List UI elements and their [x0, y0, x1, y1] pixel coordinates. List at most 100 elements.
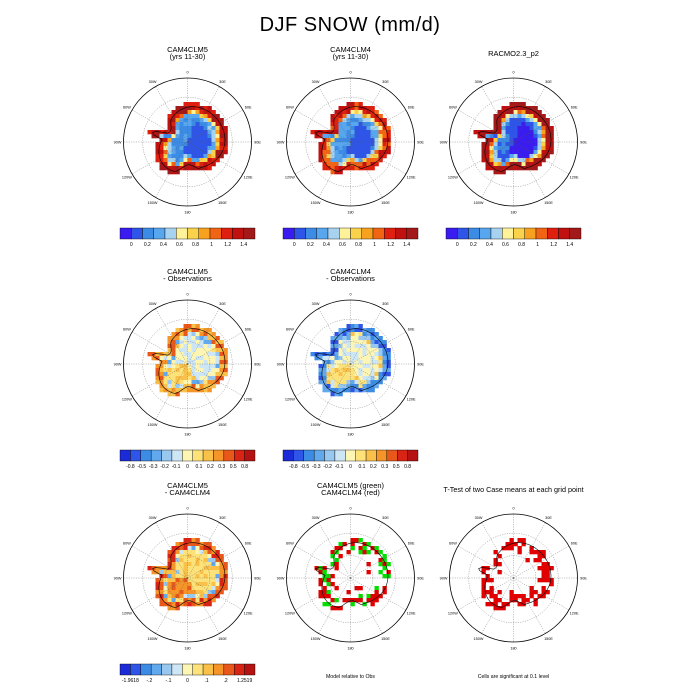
colorbar-swatch [198, 227, 211, 240]
colorbar: 0 0.2 0.4 0.6 0.8 1 1.2 1.4 [445, 227, 582, 248]
lon-label: 90E [254, 577, 261, 581]
map-cells [147, 102, 228, 175]
colorbar-tick-label: 1.4 [240, 242, 247, 248]
lon-label: 30E [545, 80, 552, 84]
colorbar-swatch [142, 227, 154, 240]
lon-label: 0 [512, 507, 514, 511]
panel-ttest: T-Test of two Case means at each grid po… [440, 485, 588, 680]
lon-label: 30E [545, 516, 552, 520]
lon-label: 150W [311, 423, 321, 427]
colorbar-tick-label: 0.8 [404, 464, 411, 470]
colorbar-tick-label: -.2 [147, 678, 153, 684]
colorbar-tick-label: -1.9618 [122, 678, 139, 684]
lon-label: 180 [184, 647, 190, 651]
lon-label: 30W [149, 80, 157, 84]
colorbar-swatch [119, 449, 131, 462]
colorbar-swatch [223, 663, 235, 676]
colorbar-swatch [397, 449, 408, 462]
colorbar-tick-label: -0.8 [126, 464, 135, 470]
lon-label: 60W [286, 106, 294, 110]
colorbar-tick-label: 0.1 [358, 464, 365, 470]
colorbar-swatch [187, 227, 199, 240]
lon-label: 0 [512, 71, 514, 75]
colorbar-swatch [282, 227, 295, 240]
lon-label: 120E [407, 398, 416, 402]
figure-title: DJF SNOW (mm/d) [259, 14, 441, 36]
colorbar-swatch [140, 449, 152, 462]
colorbar-tick-label: 0.4 [486, 242, 493, 248]
colorbar-tick-label: 0.1 [195, 464, 202, 470]
lon-label: 120W [285, 398, 295, 402]
colorbar-tick-label: 0.8 [192, 242, 199, 248]
lon-label: 0 [349, 71, 351, 75]
colorbar-swatch [221, 227, 233, 240]
lon-label: 30W [149, 302, 157, 306]
colorbar-tick-label: -0.5 [300, 464, 309, 470]
colorbar-tick-label: .2 [223, 678, 227, 684]
lon-label: 30W [149, 516, 157, 520]
colorbar-tick-label: 0.2 [144, 242, 151, 248]
lon-label: 150W [474, 201, 484, 205]
graticule [449, 78, 578, 206]
colorbar-swatch [350, 227, 362, 240]
colorbar-tick-label: 0.2 [307, 242, 314, 248]
panel-racmo-abs: RACMO2.3_p2 0 30E 60E 90E 120E 150E 180 150W 120W… [440, 49, 588, 248]
lon-label: 30W [312, 516, 320, 520]
colorbar-tick-label: 1.2 [224, 242, 231, 248]
panel-title: CAM4CLM4 [330, 267, 371, 276]
lon-label: 0 [186, 507, 188, 511]
panel-footnote: Model relative to Obs [326, 674, 375, 680]
colorbar-swatch [406, 227, 419, 240]
lon-label: 150W [474, 637, 484, 641]
lon-label: 60E [245, 542, 252, 546]
colorbar-swatch [150, 663, 162, 676]
colorbar-swatch [209, 227, 222, 240]
map-cells [473, 102, 554, 175]
colorbar-swatch [502, 227, 514, 240]
colorbar-tick-label: 0.5 [230, 464, 237, 470]
lon-label: 90E [580, 577, 587, 581]
lon-label: 90E [417, 363, 424, 367]
colorbar-tick-label: 0.4 [160, 242, 167, 248]
lon-label: 90E [417, 577, 424, 581]
colorbar-swatch [202, 663, 214, 676]
lon-label: 0 [186, 71, 188, 75]
lon-label: 60E [408, 542, 415, 546]
colorbar-swatch [164, 227, 177, 240]
colorbar-swatch [316, 227, 329, 240]
map-boundary [123, 299, 252, 429]
colorbar-tick-label: 0 [293, 242, 296, 248]
lon-label: 60E [571, 106, 578, 110]
lon-label: 90E [417, 141, 424, 145]
lon-label: 90W [114, 363, 122, 367]
colorbar-swatch [386, 449, 398, 462]
colorbar-swatch [213, 663, 225, 676]
colorbar-tick-label: 0.2 [370, 464, 377, 470]
lon-label: 180 [184, 211, 190, 215]
map-cells [310, 102, 391, 175]
colorbar-swatch [140, 663, 152, 676]
lon-label: 150W [148, 423, 158, 427]
colorbar-swatch [182, 449, 193, 462]
colorbar-tick-label: 0.6 [502, 242, 509, 248]
lon-label: 90E [254, 363, 261, 367]
lon-label: 150W [148, 201, 158, 205]
colorbar-tick-label: 0 [186, 464, 189, 470]
graticule [123, 78, 252, 206]
colorbar-tick-label: 0.4 [323, 242, 330, 248]
colorbar-tick-label: 1.4 [403, 242, 410, 248]
graticule [286, 78, 415, 206]
map-boundary [286, 299, 415, 429]
colorbar-tick-label: 1.4 [566, 242, 573, 248]
lon-label: 180 [510, 211, 516, 215]
colorbar-swatch [361, 227, 374, 240]
panel-subtitle: - CAM4CLM4 [165, 488, 210, 497]
colorbar-swatch [234, 663, 245, 676]
colorbar-swatch [119, 227, 132, 240]
lon-label: 30W [475, 80, 483, 84]
colorbar-swatch [161, 449, 173, 462]
panel-significance-vs-obs: CAM4CLM5 (green)CAM4CLM4 (red) 0 30E 60E 90E… [277, 481, 425, 680]
panel-title: CAM4CLM4 [330, 45, 371, 54]
colorbar-swatch [171, 663, 183, 676]
panel-cam4clm4-minus-obs: CAM4CLM4- Observations 0 30E 60E 90E 120E 150E… [277, 267, 425, 470]
